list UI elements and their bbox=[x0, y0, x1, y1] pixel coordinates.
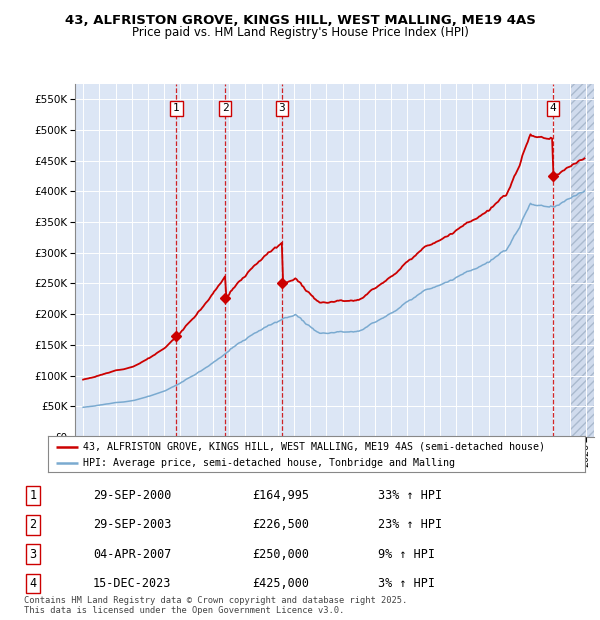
Text: 3: 3 bbox=[278, 104, 285, 113]
Text: £226,500: £226,500 bbox=[252, 518, 309, 531]
Text: 33% ↑ HPI: 33% ↑ HPI bbox=[378, 489, 442, 502]
Text: 43, ALFRISTON GROVE, KINGS HILL, WEST MALLING, ME19 4AS (semi-detached house): 43, ALFRISTON GROVE, KINGS HILL, WEST MA… bbox=[83, 441, 545, 451]
Text: 23% ↑ HPI: 23% ↑ HPI bbox=[378, 518, 442, 531]
Text: 1: 1 bbox=[173, 104, 180, 113]
Bar bbox=[569, 84, 594, 437]
Text: 29-SEP-2003: 29-SEP-2003 bbox=[93, 518, 172, 531]
Text: Price paid vs. HM Land Registry's House Price Index (HPI): Price paid vs. HM Land Registry's House … bbox=[131, 26, 469, 39]
Text: 15-DEC-2023: 15-DEC-2023 bbox=[93, 577, 172, 590]
Text: £164,995: £164,995 bbox=[252, 489, 309, 502]
Text: 04-APR-2007: 04-APR-2007 bbox=[93, 548, 172, 560]
Text: 2: 2 bbox=[221, 104, 229, 113]
Text: 43, ALFRISTON GROVE, KINGS HILL, WEST MALLING, ME19 4AS: 43, ALFRISTON GROVE, KINGS HILL, WEST MA… bbox=[65, 14, 535, 27]
Text: £425,000: £425,000 bbox=[252, 577, 309, 590]
Text: 4: 4 bbox=[29, 577, 37, 590]
Text: 3% ↑ HPI: 3% ↑ HPI bbox=[378, 577, 435, 590]
Text: 1: 1 bbox=[29, 489, 37, 502]
Text: 4: 4 bbox=[550, 104, 556, 113]
Text: 29-SEP-2000: 29-SEP-2000 bbox=[93, 489, 172, 502]
Text: HPI: Average price, semi-detached house, Tonbridge and Malling: HPI: Average price, semi-detached house,… bbox=[83, 458, 455, 469]
Text: 9% ↑ HPI: 9% ↑ HPI bbox=[378, 548, 435, 560]
Text: 3: 3 bbox=[29, 548, 37, 560]
Text: Contains HM Land Registry data © Crown copyright and database right 2025.
This d: Contains HM Land Registry data © Crown c… bbox=[24, 596, 407, 615]
Text: £250,000: £250,000 bbox=[252, 548, 309, 560]
Bar bbox=[569, 84, 594, 437]
Text: 2: 2 bbox=[29, 518, 37, 531]
